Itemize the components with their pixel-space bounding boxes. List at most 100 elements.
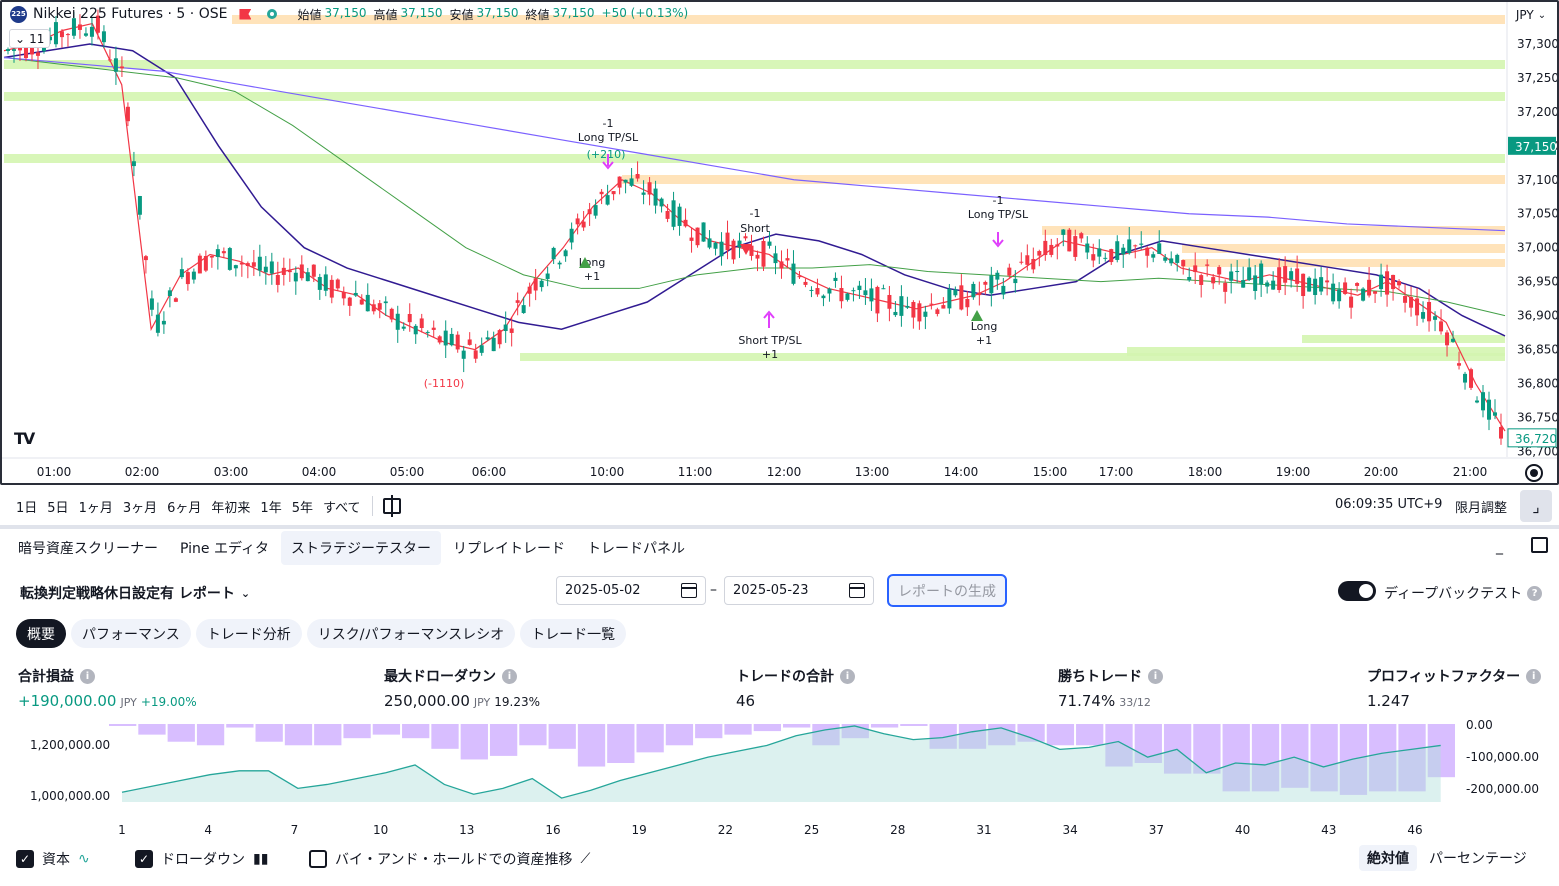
candle-body <box>1163 257 1168 261</box>
time-axis-label: 14:00 <box>944 465 979 479</box>
candle-body <box>1313 278 1318 295</box>
candle-body <box>1031 258 1036 270</box>
candle-body <box>755 254 760 259</box>
metric-label: トレードの合計 <box>736 669 834 685</box>
drawdown-bar <box>1369 724 1397 792</box>
contract-adjust-button[interactable]: 限月調整 <box>1455 501 1508 516</box>
drawdown-bar <box>958 724 987 749</box>
range-ytd-button[interactable]: 年初来 <box>211 500 251 516</box>
chevron-down-icon: ⌄ <box>1537 9 1547 21</box>
maximize-icon[interactable] <box>1531 537 1548 553</box>
tab-pine-editor[interactable]: Pine エディタ <box>180 541 269 557</box>
currency-selector[interactable]: JPY ⌄ <box>1510 6 1552 24</box>
candle-body <box>905 305 910 308</box>
candle-body <box>1277 267 1282 291</box>
time-axis-label: 21:00 <box>1453 465 1488 479</box>
tab-replay-trade[interactable]: リプレイトレード <box>452 541 565 557</box>
tab-strategy-tester[interactable]: ストラテジーテスター <box>280 531 441 565</box>
candle-body <box>1337 289 1342 302</box>
help-icon[interactable]: ? <box>1527 585 1543 601</box>
tab-crypto-screener[interactable]: 暗号資産スクリーナー <box>18 541 158 557</box>
candle-body <box>473 350 478 359</box>
range-6m-button[interactable]: 6ヶ月 <box>167 500 202 516</box>
candle-body <box>971 283 976 298</box>
date-range-icon[interactable] <box>382 495 401 517</box>
info-icon[interactable]: i <box>840 668 855 684</box>
range-1d-button[interactable]: 1日 <box>16 500 38 516</box>
price-axis-label: 37,300 <box>1517 37 1557 51</box>
range-1m-button[interactable]: 1ヶ月 <box>78 500 113 516</box>
candle-body <box>83 33 88 36</box>
candle-body <box>197 255 202 274</box>
date-to-input[interactable]: 2025-05-23 <box>724 576 874 605</box>
collapse-icon[interactable]: ⌟ <box>1520 490 1552 522</box>
legend-label: ドローダウン <box>161 852 245 868</box>
generate-report-button[interactable]: レポートの生成 <box>887 574 1007 607</box>
current-price-badge <box>1508 136 1556 155</box>
range-3m-button[interactable]: 3ヶ月 <box>122 500 158 516</box>
info-icon[interactable]: i <box>1526 668 1542 684</box>
candle-body <box>1037 251 1042 256</box>
drawdown-bar <box>1251 724 1280 792</box>
chevron-down-icon: ⌄ <box>15 31 26 46</box>
info-icon[interactable]: i <box>502 668 517 684</box>
date-from-input[interactable]: 2025-05-02 <box>556 576 706 605</box>
high-label: 高値 <box>373 7 398 22</box>
tradingview-logo-icon[interactable]: TV <box>14 429 35 448</box>
candle-body <box>155 314 160 333</box>
candle-body <box>881 288 886 290</box>
candle-body <box>1061 229 1066 235</box>
flag-icon[interactable] <box>239 8 252 20</box>
sr-zone <box>1127 347 1505 356</box>
legend-buy-hold[interactable]: バイ・アンド・ホールドでの資産推移 ⟋ <box>309 849 590 869</box>
price-chart[interactable]: 37,300 37,250 37,200 37,150 37,100 37,050 37,0… <box>0 0 1559 485</box>
drawdown-bar <box>1222 724 1250 792</box>
subtab-trade-analysis[interactable]: トレード分析 <box>195 619 302 648</box>
range-5y-button[interactable]: 5年 <box>291 500 313 516</box>
candle-body <box>275 275 280 285</box>
subtab-overview[interactable]: 概要 <box>16 619 66 648</box>
subtab-trade-list[interactable]: トレード一覧 <box>520 619 627 648</box>
equity-checkbox[interactable]: ✓ <box>16 850 34 868</box>
subtab-performance[interactable]: パフォーマンス <box>71 619 191 648</box>
info-icon[interactable]: i <box>80 668 95 684</box>
candle-body <box>515 300 520 303</box>
clock[interactable]: 06:09:35 UTC+9 <box>1335 497 1443 512</box>
info-icon[interactable]: i <box>1148 668 1163 684</box>
indicator-count: 11 <box>29 31 45 46</box>
candle-body <box>1259 263 1264 285</box>
gear-icon[interactable] <box>1525 464 1543 482</box>
percentage-button[interactable]: パーセンテージ <box>1429 851 1527 867</box>
absolute-value-button[interactable]: 絶対値 <box>1359 845 1417 871</box>
drawdown-bar <box>783 724 811 728</box>
range-5d-button[interactable]: 5日 <box>47 500 69 516</box>
calendar-icon[interactable] <box>681 583 697 598</box>
chart-canvas[interactable]: 37,300 37,250 37,200 37,150 37,100 37,050 37,0… <box>2 2 1557 483</box>
drawdown-checkbox[interactable]: ✓ <box>135 850 153 868</box>
buy-hold-checkbox[interactable] <box>309 850 327 868</box>
strategy-name: 転換判定戦略休日設定有 レポート <box>20 586 235 602</box>
candle-body <box>1169 258 1174 264</box>
candle-body <box>1271 280 1276 290</box>
candle-body <box>989 275 994 294</box>
trade-number-label: 13 <box>459 823 474 837</box>
candle-body <box>1439 321 1444 332</box>
calendar-icon[interactable] <box>849 583 865 598</box>
panel-splitter[interactable] <box>0 525 1559 529</box>
strategy-report-selector[interactable]: 転換判定戦略休日設定有 レポート ⌄ <box>20 583 250 603</box>
symbol-title[interactable]: Nikkei 225 Futures · 5 · OSE <box>33 6 228 22</box>
minimize-icon[interactable]: _ <box>1496 539 1503 555</box>
equity-drawdown-chart[interactable]: 1,200,000.00 1,000,000.00 0.00 -100,000.00 -… <box>0 714 1559 844</box>
tab-trade-panel[interactable]: トレードパネル <box>586 541 685 557</box>
trade-number-label: 22 <box>718 823 733 837</box>
deep-backtest-toggle[interactable] <box>1338 581 1376 601</box>
indicator-count-toggle[interactable]: ⌄ 11 <box>9 29 51 48</box>
legend-equity[interactable]: ✓ 資本 ∿ <box>16 849 90 869</box>
metric-sub: 33/12 <box>1119 696 1151 709</box>
change-value: +50 (+0.13%) <box>601 5 689 20</box>
candle-body <box>689 237 694 241</box>
range-1y-button[interactable]: 1年 <box>260 500 282 516</box>
legend-drawdown[interactable]: ✓ ドローダウン ▮▮ <box>135 849 268 869</box>
subtab-risk-ratios[interactable]: リスク/パフォーマンスレシオ <box>306 619 516 648</box>
range-all-button[interactable]: すべて <box>322 500 361 516</box>
